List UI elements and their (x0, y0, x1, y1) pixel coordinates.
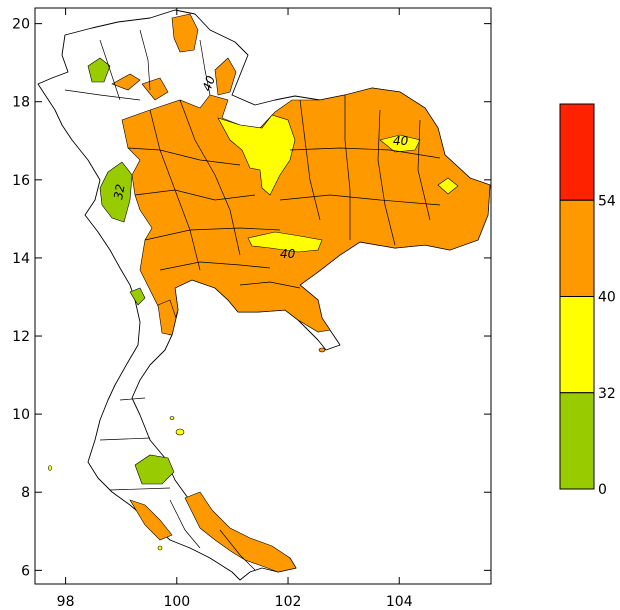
legend-colorbar: 54 40 32 0 (559, 103, 616, 498)
yellow-inclusion-ne (379, 134, 421, 153)
x-tick-label: 100 (163, 594, 190, 610)
legend-swatch (559, 296, 595, 394)
orange-region-south-1 (184, 491, 297, 573)
orange-patch-north-2 (214, 57, 237, 96)
green-region-north (87, 57, 111, 83)
legend-swatch (559, 199, 595, 297)
legend-label: 0 (598, 482, 607, 498)
legend-label: 32 (598, 386, 616, 402)
y-tick-label: 6 (21, 563, 30, 579)
islands (48, 347, 326, 551)
green-region-south (134, 454, 175, 485)
orange-patch-north-4 (111, 73, 141, 91)
green-region-small (129, 287, 146, 306)
x-tick-label: 98 (57, 594, 75, 610)
contour-label: 40 (393, 134, 409, 148)
y-tick-label: 18 (12, 95, 30, 111)
map-frame (34, 7, 492, 585)
yellow-tongue-north (217, 114, 296, 196)
y-tick-label: 8 (21, 485, 30, 501)
orange-patch-north-1 (171, 13, 199, 53)
orange-region-west-coast (157, 299, 177, 336)
legend-label: 40 (598, 290, 616, 306)
yellow-inclusion-east (437, 177, 459, 195)
legend-swatch (559, 103, 595, 201)
green-region-west (99, 161, 133, 223)
x-tick-label: 104 (386, 594, 413, 610)
y-tick-label: 12 (12, 329, 30, 345)
y-tick-label: 20 (12, 17, 30, 33)
legend-swatch (559, 392, 595, 490)
orange-region-south-2 (129, 499, 173, 541)
axis-ticks: 98 100 102 104 6 8 10 12 14 16 18 20 (12, 8, 491, 610)
orange-region-central (121, 87, 491, 336)
y-tick-label: 14 (12, 251, 30, 267)
y-tick-label: 16 (12, 173, 30, 189)
y-tick-label: 10 (12, 407, 30, 423)
contour-label: 40 (280, 247, 296, 261)
x-tick-label: 102 (275, 594, 302, 610)
legend-label: 54 (598, 193, 616, 209)
yellow-band-center (247, 231, 323, 253)
province-boundaries (64, 29, 441, 571)
orange-patch-north-3 (141, 77, 169, 101)
contour-label: 32 (111, 183, 127, 200)
map-body: 40 40 40 32 (37, 9, 491, 581)
contour-label: 40 (200, 74, 219, 93)
